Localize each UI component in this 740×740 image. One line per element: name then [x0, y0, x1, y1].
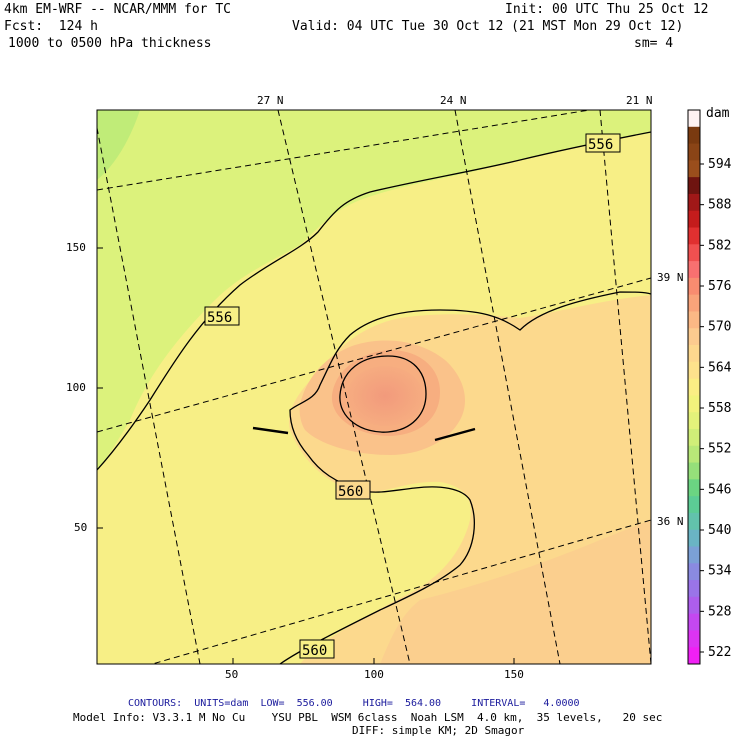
orange-southern-region: [380, 520, 651, 664]
colorbar-swatch: [688, 496, 700, 514]
contour-label-texts: 556 556 560 560: [207, 137, 613, 659]
forecast-hour: Fcst: 124 h: [4, 19, 98, 34]
colorbar-label: 546: [708, 482, 731, 497]
contour-label-560-center: 560: [338, 484, 363, 500]
lat-label-36n: 36 N: [657, 515, 684, 528]
colorbar-label: 576: [708, 279, 731, 294]
diff-info: DIFF: simple KM; 2D Smagor: [352, 724, 525, 737]
colorbar-swatch: [688, 210, 700, 229]
colorbar-swatch: [688, 479, 700, 497]
colorbar-swatch: [688, 143, 700, 161]
colorbar-label: 570: [708, 320, 731, 335]
colorbar-swatch: [688, 110, 700, 128]
x-tick-50: 50: [225, 668, 239, 681]
axis-ticks: [97, 247, 515, 664]
colorbar-swatch: [688, 193, 700, 212]
colorbar-swatch: [688, 277, 700, 296]
colorbar-swatch: [688, 580, 700, 598]
colorbar-swatch: [688, 647, 700, 665]
contour-label-560-south: 560: [302, 643, 327, 659]
model-info: Model Info: V3.3.1 M No Cu YSU PBL WSM 6…: [73, 711, 663, 724]
y-tick-150: 150: [66, 241, 86, 254]
colorbar-swatch: [688, 227, 700, 245]
colorbar: dam 594 588 582 576 570 564 558 552 546 540 534 528 5…: [687, 106, 732, 665]
green-region: [97, 110, 651, 470]
colorbar-swatch: [688, 445, 700, 464]
colorbar-label: 558: [708, 401, 731, 416]
model-title: 4km EM-WRF -- NCAR/MMM for TC: [4, 2, 231, 17]
thickness-contours: [97, 131, 651, 664]
colorbar-swatch: [688, 261, 700, 279]
label-box-560-south: [299, 639, 335, 659]
y-tick-50: 50: [74, 521, 88, 534]
colorbar-swatch: [688, 378, 700, 396]
colorbar-label: 582: [708, 238, 731, 253]
colorbar-swatch: [688, 244, 700, 262]
colorbar-swatch: [688, 512, 700, 531]
colorbar-swatch: [688, 563, 700, 581]
colorbar-swatch: [688, 311, 700, 329]
colorbar-label: 564: [708, 360, 732, 375]
colorbar-swatch: [688, 328, 700, 346]
x-tick-150: 150: [504, 668, 524, 681]
colorbar-label: 528: [708, 604, 731, 619]
label-box-556-ne: [585, 133, 621, 153]
lat-label-24n: 24 N: [440, 94, 467, 107]
colorbar-swatch: [688, 412, 700, 430]
colorbar-frame: [687, 109, 701, 665]
lat-label-39n: 39 N: [657, 271, 684, 284]
green-corner: [97, 110, 140, 180]
y-tick-100: 100: [66, 381, 86, 394]
colorbar-swatch: [688, 529, 700, 547]
x-tick-100: 100: [364, 668, 384, 681]
contour-label-556-w: 556: [207, 310, 232, 326]
colorbar-label: 522: [708, 645, 731, 660]
colorbar-swatch: [688, 630, 700, 648]
colorbar-unit: dam: [706, 106, 730, 121]
colorbar-swatch: [688, 294, 700, 312]
filled-field: [97, 110, 651, 664]
init-time: Init: 00 UTC Thu 25 Oct 12: [505, 2, 709, 17]
colorbar-swatch: [688, 546, 700, 564]
colorbar-swatch: [688, 613, 700, 631]
colorbar-label: 534: [708, 564, 732, 579]
lat-label-21n: 21 N: [626, 94, 653, 107]
contour-564: [339, 355, 427, 433]
colorbar-label: 552: [708, 442, 731, 457]
label-box-556-w: [204, 306, 240, 326]
contour-info: CONTOURS: UNITS=dam LOW= 556.00 HIGH= 56…: [128, 698, 580, 709]
colorbar-swatch: [688, 428, 700, 447]
colorbar-swatch: [688, 160, 700, 178]
label-box-560-center: [335, 480, 371, 500]
contour-560: [279, 291, 651, 664]
smoothing-label: sm= 4: [634, 36, 674, 51]
contour-556: [97, 131, 651, 471]
colorbar-swatch: [688, 395, 700, 413]
colorbar-swatch: [688, 361, 700, 380]
colorbar-label: 594: [708, 157, 732, 172]
wind-barbs: [252, 426, 476, 442]
field-name: 1000 to 0500 hPa thickness: [8, 36, 212, 51]
colorbar-label: 540: [708, 523, 731, 538]
lat-label-27n: 27 N: [257, 94, 284, 107]
valid-time: Valid: 04 UTC Tue 30 Oct 12 (21 MST Mon …: [292, 19, 684, 34]
colorbar-swatch: [688, 177, 700, 195]
lat-lon-gridlines: [97, 110, 651, 664]
contour-label-boxes: [204, 133, 621, 659]
colorbar-swatch: [688, 462, 700, 480]
colorbar-swatch: [688, 126, 700, 145]
colorbar-swatch: [688, 596, 700, 615]
contour-label-556-ne: 556: [588, 137, 613, 153]
thickness-maximum-core: [347, 366, 423, 426]
colorbar-swatch: [688, 345, 700, 363]
colorbar-label: 588: [708, 198, 731, 213]
